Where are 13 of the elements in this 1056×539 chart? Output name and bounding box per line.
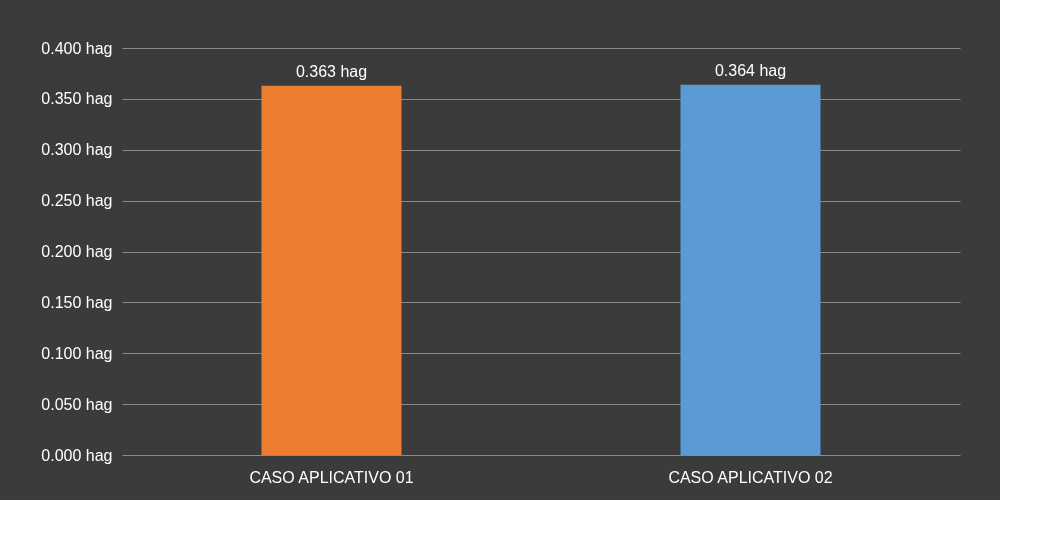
x-tick-label: CASO APLICATIVO 02 (668, 468, 833, 486)
data-label: 0.364 hag (714, 61, 787, 79)
y-tick-label: 0.050 hag (41, 395, 113, 413)
y-tick-label: 0.250 hag (41, 192, 113, 210)
y-tick-label: 0.400 hag (41, 39, 113, 57)
y-tick-label: 0.150 hag (41, 293, 113, 311)
y-tick-label: 0.300 hag (41, 141, 113, 159)
data-label: 0.363 hag (295, 62, 368, 80)
y-tick-label: 0.000 hag (41, 446, 113, 464)
y-tick-label: 0.100 hag (41, 344, 113, 362)
x-tick-label: CASO APLICATIVO 01 (249, 468, 414, 486)
y-tick-label: 0.350 hag (41, 90, 113, 108)
y-tick-label: 0.200 hag (41, 243, 113, 260)
